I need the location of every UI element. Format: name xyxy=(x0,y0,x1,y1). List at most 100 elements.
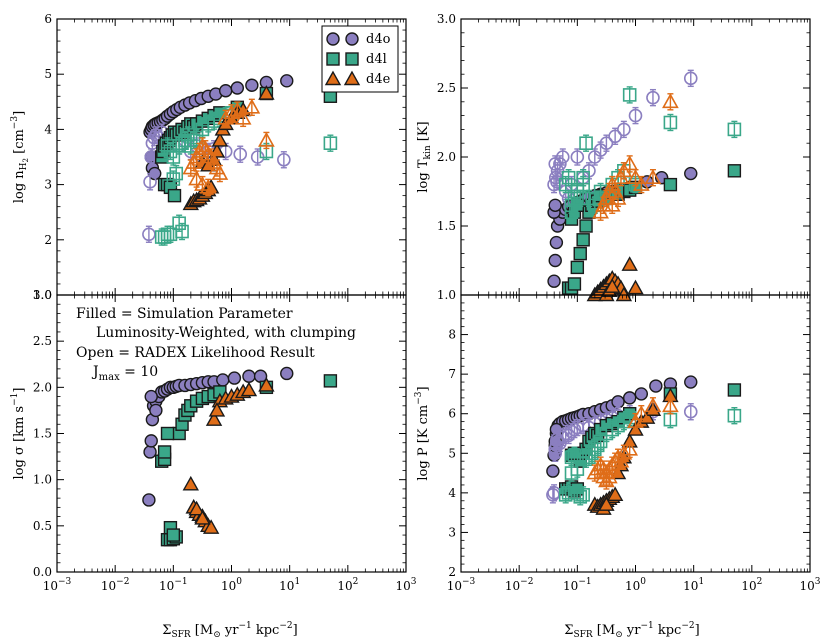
x-tick-label: 10−1 xyxy=(563,577,592,593)
annotation-line-1: Filled = Simulation Parameter xyxy=(76,306,293,322)
d4o-open-point xyxy=(233,147,248,162)
annotation-jmax-j: J xyxy=(91,364,99,380)
d4l-open-point xyxy=(169,166,184,181)
d4o-open-point xyxy=(548,442,563,457)
d4o-filled-point xyxy=(634,387,649,401)
y-tick-label: 2.5 xyxy=(33,334,52,348)
d4o-open-point xyxy=(548,157,563,171)
d4l-filled-point xyxy=(663,177,678,192)
y-tick-label: 3 xyxy=(44,178,52,192)
d4l-open-point xyxy=(175,224,189,239)
d4l-open-point xyxy=(727,122,742,137)
d4l-open-point xyxy=(323,136,338,150)
d4l-filled-point xyxy=(157,445,172,459)
d4e-open-point xyxy=(662,397,679,413)
d4e-filled-point xyxy=(258,377,275,392)
d4e-open-point xyxy=(243,98,261,114)
legend-label-d4l: d4l xyxy=(366,52,387,67)
d4o-filled-point xyxy=(549,235,564,250)
y-tick-label: 1.5 xyxy=(33,427,52,441)
d4o-filled-point xyxy=(218,84,233,98)
d4e-open-point xyxy=(211,164,229,180)
panel-frame xyxy=(460,18,811,296)
y-tick-label: 8 xyxy=(448,328,456,342)
d4e-open-point xyxy=(644,169,662,184)
y-axis-label: log σ [km s−1] xyxy=(10,388,27,480)
y-tick-label: 0.0 xyxy=(33,565,52,579)
x-tick-label: 101 xyxy=(279,577,300,593)
d4l-filled-point xyxy=(166,528,181,542)
d4o-filled-point xyxy=(230,81,245,95)
y-tick-label: 3.0 xyxy=(437,12,456,26)
x-tick-label: 100 xyxy=(625,577,646,593)
d4l-filled-point xyxy=(167,188,182,203)
d4o-filled-point xyxy=(280,74,294,88)
d4o-open-point xyxy=(608,129,622,144)
panel-bottom-right: 10−3 10−2 10−1 100 101 102 103 2 3 4 5 6 7 8 log P [K … xyxy=(414,294,821,593)
d4e-filled-point xyxy=(205,411,223,426)
d4e-filled-point xyxy=(627,279,644,295)
d4e-open-point xyxy=(199,178,217,194)
y-tick-label: 6 xyxy=(448,407,456,421)
y-tick-label: 7 xyxy=(448,367,456,381)
d4o-filled-point xyxy=(547,274,561,288)
d4e-filled-point xyxy=(188,500,205,516)
x-tick-label: 102 xyxy=(741,577,762,593)
d4l-open-point xyxy=(186,133,201,148)
d4l-filled-point xyxy=(727,383,742,397)
d4l-filled-point xyxy=(160,426,175,441)
data-points xyxy=(142,366,338,547)
d4e-open-point xyxy=(644,397,662,413)
d4l-open-point xyxy=(622,88,637,102)
d4o-open-point xyxy=(277,152,291,167)
d4e-open-point xyxy=(627,412,644,428)
d4o-filled-point xyxy=(143,445,157,459)
d4o-filled-point xyxy=(227,371,242,385)
d4l-open-point xyxy=(561,170,576,185)
annotation-line-3: Open = RADEX Likelihood Result xyxy=(76,345,315,361)
d4o-open-point xyxy=(683,71,698,86)
d4l-filled-point xyxy=(570,260,585,275)
y-tick-label: 1.5 xyxy=(437,219,456,233)
d4l-filled-point xyxy=(576,233,590,247)
d4l-open-point xyxy=(663,115,678,130)
d4o-filled-point xyxy=(548,253,562,268)
y-tick-label: 1.0 xyxy=(437,288,456,302)
d4l-open-point xyxy=(727,408,742,423)
d4l-open-point xyxy=(172,216,186,231)
y-tick-label: 4 xyxy=(44,122,52,136)
d4o-open-point xyxy=(555,150,570,164)
d4l-filled-point xyxy=(567,277,582,291)
y-tick-label: 2 xyxy=(448,565,456,579)
annotation: Filled = Simulation Parameter Luminosity… xyxy=(76,306,356,383)
d4o-filled-point xyxy=(684,166,698,181)
d4e-legend-marker-left xyxy=(324,70,342,86)
y-tick-label: 3.0 xyxy=(33,288,52,302)
d4l-open-point xyxy=(564,205,579,219)
y-tick-label: 2.0 xyxy=(437,150,456,164)
d4l-open-point xyxy=(166,150,181,164)
d4o-open-point xyxy=(599,136,614,150)
d4e-filled-point xyxy=(211,132,229,147)
annotation-line-4: Jmax = 10 xyxy=(91,364,158,383)
y-tick-label: 6 xyxy=(44,12,52,26)
d4o-filled-point xyxy=(245,78,259,92)
d4l-open-point xyxy=(576,177,590,192)
y-tick-label: 2.5 xyxy=(437,81,456,95)
d4l-filled-point xyxy=(727,164,742,178)
d4e-open-point xyxy=(621,440,639,456)
y-tick-label: 1.0 xyxy=(33,473,52,487)
data-points xyxy=(547,69,742,302)
d4e-open-point xyxy=(228,101,246,117)
annotation-jmax-tail: = 10 xyxy=(120,364,158,380)
d4e-filled-point xyxy=(202,519,220,534)
d4e-open-point xyxy=(258,131,275,147)
legend: d4o d4l d4e xyxy=(321,25,399,93)
x-tick-label: 10−1 xyxy=(159,577,188,593)
x-axis-label-right: ΣSFR [M⊙ yr−1 kpc−2] xyxy=(564,621,699,640)
d4o-filled-point xyxy=(144,434,158,448)
legend-label-d4e: d4e xyxy=(366,72,391,87)
x-tick-label: 100 xyxy=(221,577,242,593)
annotation-line-2: Luminosity-Weighted, with clumping xyxy=(96,325,356,341)
d4o-filled-point xyxy=(649,379,663,393)
